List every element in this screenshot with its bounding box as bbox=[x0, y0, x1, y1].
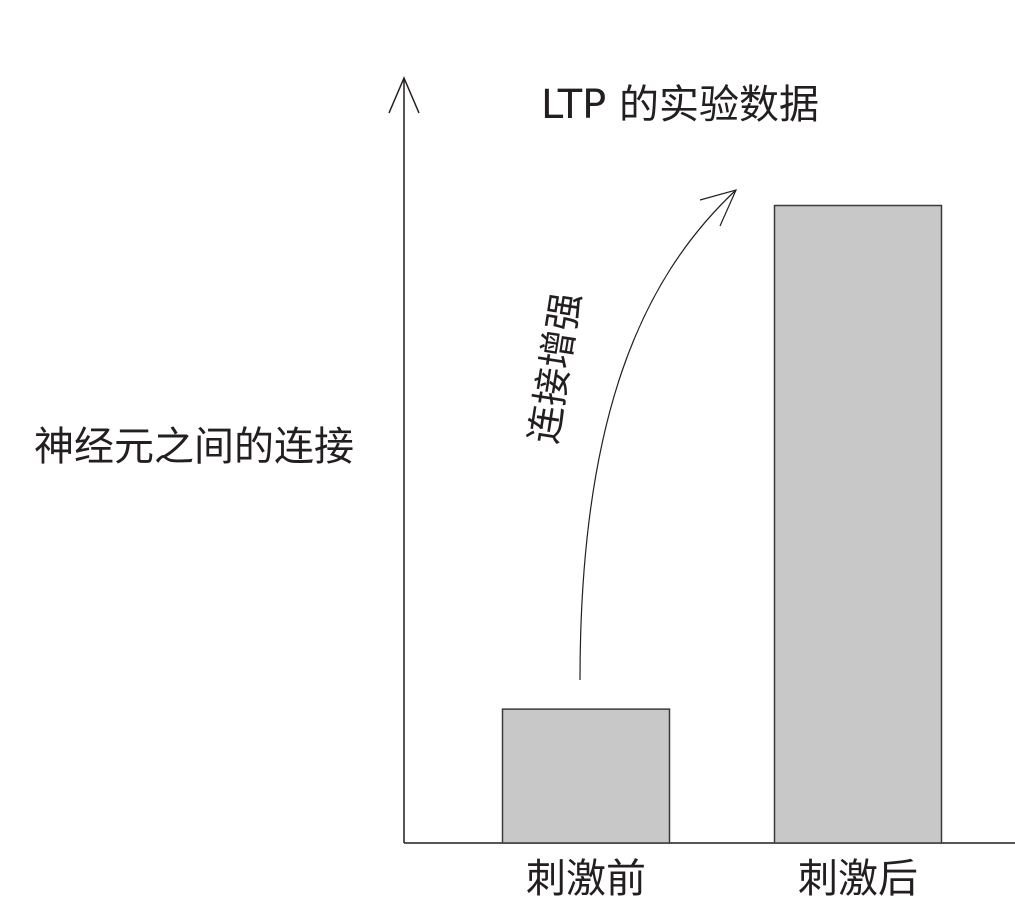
annotation-label: 连接增强 bbox=[522, 289, 589, 446]
bar-1 bbox=[501, 708, 671, 844]
y-axis-arrowhead-icon bbox=[388, 76, 420, 114]
increase-arrow-curve bbox=[579, 189, 737, 681]
y-axis-label: 神经元之间的连接 bbox=[34, 424, 354, 470]
chart-title: LTP 的实验数据 bbox=[541, 82, 819, 128]
x-tick-labels: 刺激前 刺激后 bbox=[526, 856, 918, 902]
bar-2 bbox=[773, 204, 943, 844]
x-tick-label: 刺激后 bbox=[798, 856, 918, 902]
bars-group bbox=[501, 204, 943, 844]
increase-arrowhead-icon bbox=[699, 189, 738, 227]
x-tick-label: 刺激前 bbox=[526, 856, 646, 902]
